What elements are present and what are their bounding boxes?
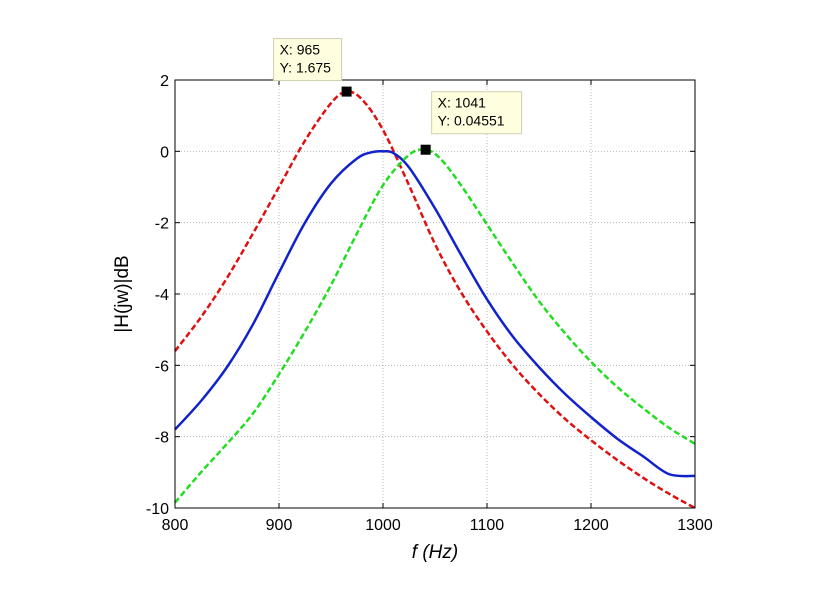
- y-tick-label: -6: [155, 358, 169, 375]
- series-group: [174, 90, 696, 510]
- y-tick-label: -10: [146, 501, 169, 518]
- x-tick-label: 900: [266, 517, 293, 534]
- datatips: X: 965 Y: 1.675 X: 1041 Y: 0.04551: [273, 38, 523, 155]
- x-tick-label: 1200: [573, 517, 609, 534]
- y-tick-label: 2: [160, 73, 169, 90]
- datatip-text: Y: 1.675: [280, 60, 332, 76]
- x-tick-label: 800: [162, 517, 189, 534]
- x-tick-label: 1300: [677, 517, 713, 534]
- y-tick-label: -4: [155, 287, 169, 304]
- datatip-text: X: 1041: [438, 95, 486, 111]
- datatip-1[interactable]: X: 965 Y: 1.675: [273, 38, 352, 97]
- datatip-text: Y: 0.04551: [438, 113, 505, 129]
- datatip-text: X: 965: [280, 42, 321, 58]
- datatip-marker: [420, 144, 431, 155]
- datatip-box: [273, 38, 343, 82]
- datatip-box: [431, 91, 523, 135]
- y-tick-label: -8: [155, 430, 169, 447]
- y-axis-label: |H(jw)|dB: [112, 255, 133, 332]
- y-tick-label: -2: [155, 216, 169, 233]
- x-axis-label: f (Hz): [412, 542, 458, 563]
- x-tick-label: 1000: [365, 517, 401, 534]
- datatip-marker: [341, 86, 352, 97]
- datatip-2[interactable]: X: 1041 Y: 0.04551: [420, 91, 523, 155]
- series-line-2: [174, 149, 696, 478]
- x-tick-label: 1100: [470, 517, 505, 534]
- series-line-1: [174, 90, 696, 510]
- y-tick-label: 0: [160, 144, 169, 161]
- axis-ticks: 800 900 1000 1100 1200 1300 -10 -8 -6 -4 -2 0 2: [146, 73, 713, 534]
